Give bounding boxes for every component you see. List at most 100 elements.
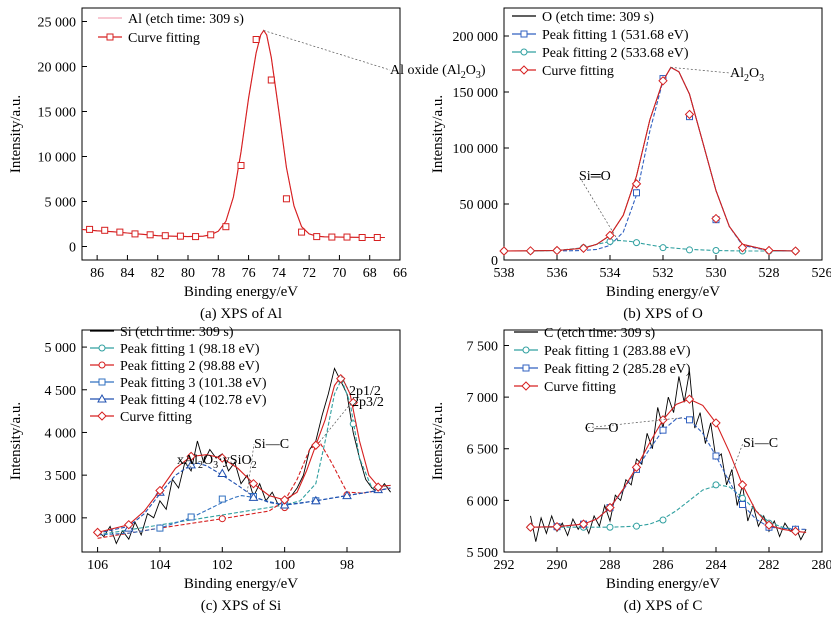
annotation-subscript: 3 xyxy=(213,460,218,471)
series-line xyxy=(504,239,796,252)
annotation-leader xyxy=(728,442,744,480)
legend-swatch-marker xyxy=(98,361,106,369)
y-tick-label: 4 000 xyxy=(45,426,77,441)
annotation-subscript: 3 xyxy=(759,73,764,84)
chart-panel-al: 86 84 82 80 78 76 74 72 70 68 66 0 5 000 10 000 15 000… xyxy=(8,7,486,322)
y-tick-label: 15 000 xyxy=(38,106,77,121)
x-tick-label: 104 xyxy=(149,558,170,573)
data-point xyxy=(124,519,134,530)
annotation-text-part: — xyxy=(754,436,770,451)
annotation-label: 2p1/2 xyxy=(349,384,381,399)
legend-swatch-marker xyxy=(97,411,107,421)
x-tick-label: 290 xyxy=(547,558,568,573)
series-line xyxy=(97,378,391,536)
series-2 xyxy=(556,66,796,252)
chart-panel-si: 106 104 102 100 98 3 000 3 500 4 000 4 500 5 000 B… xyxy=(8,325,401,614)
annotation-label: Si═O xyxy=(579,169,611,184)
x-axis-label: Binding energy/eV xyxy=(184,284,298,300)
legend-swatch-marker xyxy=(98,378,106,386)
x-tick-label: 286 xyxy=(653,558,674,573)
x-tick-label: 84 xyxy=(120,266,134,281)
series-3 xyxy=(530,416,807,533)
data-point xyxy=(712,481,720,489)
data-point xyxy=(186,459,196,469)
legend-entry-label: Curve fitting xyxy=(544,380,616,395)
y-tick-label: 150 000 xyxy=(453,86,499,101)
data-point xyxy=(187,513,195,521)
data-point xyxy=(267,76,275,84)
data-point xyxy=(155,485,165,496)
data-point xyxy=(739,494,746,502)
legend: O (etch time: 309 s) Peak fitting 1 (531.… xyxy=(512,10,689,79)
data-point xyxy=(631,179,642,189)
data-point xyxy=(552,245,562,256)
series-4 xyxy=(525,394,807,537)
legend-swatch-marker xyxy=(521,381,531,391)
annotation-text-part: Al xyxy=(730,66,744,81)
annotation-subscript: 2 xyxy=(252,460,257,471)
data-point xyxy=(659,516,667,524)
annotation-label: xAl2O3·ySiO2 xyxy=(177,453,257,471)
y-tick-label: 25 000 xyxy=(38,16,77,31)
legend-entry-label: Peak fitting 2 (533.68 eV) xyxy=(542,46,689,61)
legend-entry-label: Curve fitting xyxy=(128,31,200,46)
series-5 xyxy=(97,459,391,534)
data-point xyxy=(336,373,346,384)
x-tick-label: 288 xyxy=(600,558,621,573)
data-point xyxy=(684,109,695,120)
series-6 xyxy=(92,373,391,538)
data-point xyxy=(552,521,562,532)
plot-frame xyxy=(81,7,401,261)
data-point xyxy=(217,453,228,463)
data-point xyxy=(764,520,774,530)
data-point xyxy=(525,246,536,256)
data-point xyxy=(499,246,509,256)
data-point xyxy=(218,515,226,523)
panel-caption: (a) XPS of Al xyxy=(200,306,282,322)
series-line xyxy=(503,66,796,252)
legend-entry-label: Peak fitting 1 (98.18 eV) xyxy=(120,342,260,357)
x-tick-label: 78 xyxy=(211,266,225,281)
data-point xyxy=(252,36,260,43)
legend-entry-label: Al (etch time: 309 s) xyxy=(128,12,244,27)
data-point xyxy=(373,234,381,241)
data-point xyxy=(86,225,94,233)
legend-swatch-marker xyxy=(98,344,106,352)
legend-entry-label: C (etch time: 309 s) xyxy=(544,326,656,341)
series-line xyxy=(530,417,807,530)
y-tick-label: 100 000 xyxy=(453,142,499,157)
data-point xyxy=(310,495,321,505)
data-point xyxy=(237,162,245,169)
data-point xyxy=(631,462,642,473)
x-tick-label: 530 xyxy=(706,266,727,281)
annotation-leader xyxy=(319,401,353,443)
legend-swatch-marker xyxy=(106,33,114,41)
x-tick-label: 70 xyxy=(332,266,346,281)
annotation-text-part: — xyxy=(593,421,609,436)
y-tick-label: 7 500 xyxy=(467,339,499,354)
series-line xyxy=(81,29,385,239)
annotation-label: C—O xyxy=(585,421,618,436)
data-point xyxy=(342,490,352,500)
y-tick-label: 5 000 xyxy=(45,341,77,356)
data-point xyxy=(606,523,614,531)
legend: Si (etch time: 309 s) Peak fitting 1 (98.… xyxy=(90,325,267,425)
x-tick-label: 86 xyxy=(90,266,104,281)
data-point xyxy=(186,451,196,462)
x-axis-label: Binding energy/eV xyxy=(606,576,720,592)
x-tick-label: 526 xyxy=(812,266,831,281)
annotation-text-part: O xyxy=(466,63,476,78)
y-axis-label: Intensity/a.u. xyxy=(430,402,446,480)
y-tick-label: 4 500 xyxy=(45,384,77,399)
legend-entry-label: Peak fitting 3 (101.38 eV) xyxy=(120,376,267,391)
annotation-subscript: 2 xyxy=(198,460,203,471)
legend-entry-label: Peak fitting 1 (283.88 eV) xyxy=(544,344,691,359)
series-2 xyxy=(81,29,385,241)
data-point xyxy=(248,492,259,501)
y-tick-label: 5 500 xyxy=(467,546,499,561)
plot-frame xyxy=(81,329,401,553)
data-point xyxy=(218,495,226,503)
x-tick-label: 72 xyxy=(302,266,316,281)
y-axis-label: Intensity/a.u. xyxy=(8,95,24,173)
y-tick-label: 6 000 xyxy=(467,494,499,509)
